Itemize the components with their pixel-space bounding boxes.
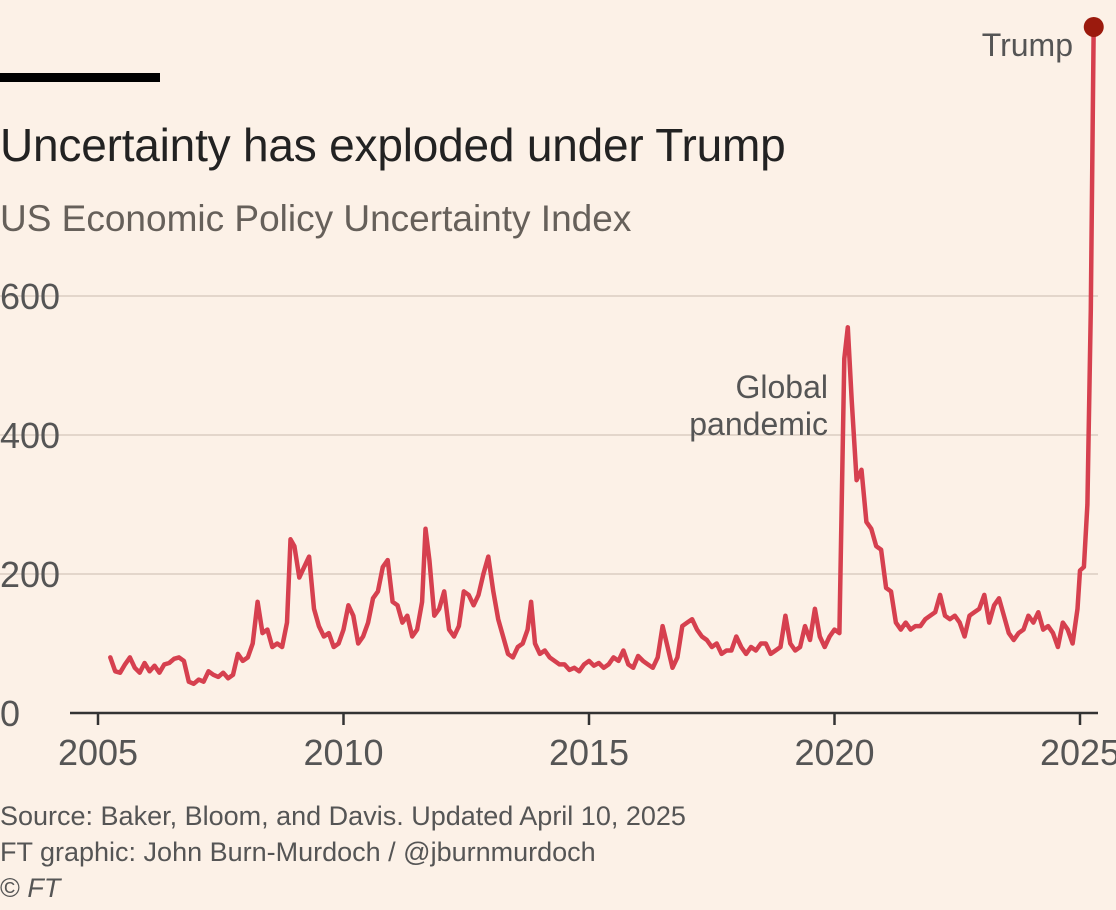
- annotation-trump: Trump: [982, 27, 1073, 63]
- chart-subtitle: US Economic Policy Uncertainty Index: [0, 198, 632, 239]
- x-tick-label: 2025: [1040, 732, 1116, 773]
- graphic-credit: FT graphic: John Burn-Murdoch / @jburnmu…: [0, 837, 596, 867]
- x-tick-label: 2015: [549, 732, 629, 773]
- gridlines: [0, 295, 1098, 575]
- y-axis-labels: 0 200 400 600: [0, 276, 60, 734]
- y-tick-label: 0: [0, 693, 20, 734]
- copyright: © FT: [0, 870, 686, 906]
- annotation-pandemic-line: Global: [736, 369, 829, 405]
- x-tick-label: 2010: [303, 732, 383, 773]
- copyright-symbol: ©: [0, 873, 20, 903]
- chart-footer: Source: Baker, Bloom, and Davis. Updated…: [0, 798, 686, 906]
- chart-title: Uncertainty has exploded under Trump: [0, 119, 786, 171]
- x-tick-label: 2005: [58, 732, 138, 773]
- y-tick-label: 200: [0, 554, 60, 595]
- x-tick-label: 2020: [794, 732, 874, 773]
- y-tick-label: 600: [0, 276, 60, 317]
- series-layer: [108, 16, 1104, 687]
- series-line: [108, 22, 1096, 687]
- copyright-name: FT: [27, 873, 61, 903]
- latest-value-marker: [1083, 16, 1104, 37]
- header-rule: [0, 73, 160, 82]
- source-note: Source: Baker, Bloom, and Davis. Updated…: [0, 801, 686, 831]
- y-tick-label: 400: [0, 415, 60, 456]
- annotation-pandemic-line: pandemic: [689, 406, 828, 442]
- x-axis: 2005 2010 2015 2020 2025: [58, 711, 1116, 773]
